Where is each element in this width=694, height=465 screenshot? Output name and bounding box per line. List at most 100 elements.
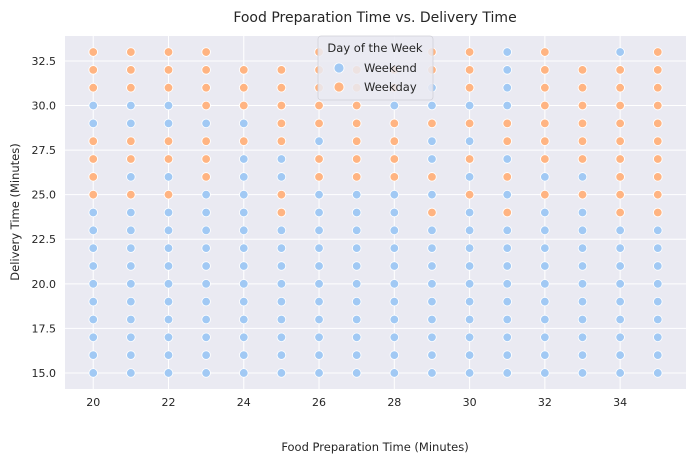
point-weekday	[276, 100, 287, 111]
point-weekend	[126, 332, 136, 342]
point-weekday	[201, 154, 211, 164]
point-weekend	[464, 136, 475, 146]
point-weekend	[427, 154, 437, 164]
point-weekday	[653, 154, 663, 164]
point-weekend	[427, 314, 437, 325]
point-weekend	[239, 225, 249, 236]
point-weekday	[577, 83, 588, 93]
point-weekend	[314, 332, 324, 342]
point-weekend	[427, 350, 437, 360]
point-weekday	[464, 118, 475, 129]
point-weekend	[464, 279, 475, 289]
point-weekend	[389, 332, 400, 342]
point-weekend	[201, 296, 211, 307]
point-weekend	[427, 243, 437, 253]
point-weekday	[653, 172, 663, 182]
point-weekday	[351, 118, 362, 129]
point-weekend	[577, 225, 588, 236]
point-weekend	[502, 261, 512, 271]
tick-labels: 20 22 24 26 28 30 32 34 15.0 17.5 20.0 22.5 25.0 27.5…	[32, 55, 628, 409]
point-weekday	[88, 83, 98, 93]
point-weekday	[88, 154, 98, 164]
point-weekend	[276, 350, 287, 360]
point-weekend	[464, 225, 475, 236]
point-weekend	[389, 314, 400, 325]
point-weekday	[427, 172, 437, 182]
point-weekend	[464, 172, 475, 182]
point-weekend	[163, 314, 174, 325]
point-weekday	[577, 118, 588, 129]
point-weekend	[389, 279, 400, 289]
point-weekend	[464, 207, 475, 218]
point-weekend	[351, 225, 362, 236]
point-weekend	[464, 368, 475, 378]
point-weekend	[653, 314, 663, 325]
point-weekend	[201, 261, 211, 271]
point-weekend	[126, 118, 136, 129]
chart-title: Food Preparation Time vs. Delivery Time	[233, 10, 516, 26]
point-weekend	[201, 368, 211, 378]
y-tick-label: 25.0	[32, 189, 57, 202]
x-tick-label: 22	[162, 396, 176, 409]
point-weekend	[540, 296, 550, 307]
point-weekday	[615, 83, 625, 93]
point-weekend	[314, 207, 324, 218]
point-weekend	[577, 368, 588, 378]
point-weekday	[351, 172, 362, 182]
point-weekend	[201, 332, 211, 342]
point-weekend	[239, 296, 249, 307]
point-weekend	[615, 332, 625, 342]
point-weekend	[427, 368, 437, 378]
y-tick-label: 30.0	[32, 100, 57, 113]
y-tick-label: 20.0	[32, 278, 57, 291]
point-weekend	[314, 368, 324, 378]
point-weekday	[653, 207, 663, 218]
legend-box	[317, 35, 434, 101]
legend-entry-weekday: Weekday	[364, 80, 417, 94]
point-weekday	[314, 118, 324, 129]
point-weekend	[540, 225, 550, 236]
point-weekday	[653, 47, 663, 57]
point-weekday	[464, 154, 475, 164]
point-weekend	[163, 279, 174, 289]
point-weekday	[163, 189, 174, 200]
point-weekend	[88, 279, 98, 289]
y-tick-label: 15.0	[32, 367, 57, 380]
point-weekday	[126, 83, 136, 93]
point-weekend	[389, 368, 400, 378]
point-weekend	[427, 136, 437, 146]
point-weekend	[314, 314, 324, 325]
point-weekend	[88, 207, 98, 218]
point-weekend	[276, 261, 287, 271]
point-weekend	[201, 207, 211, 218]
point-weekend	[502, 243, 512, 253]
point-weekday	[351, 154, 362, 164]
point-weekday	[163, 154, 174, 164]
point-weekend	[276, 154, 287, 164]
point-weekday	[239, 100, 249, 111]
point-weekend	[88, 368, 98, 378]
point-weekday	[239, 83, 249, 93]
point-weekend	[540, 261, 550, 271]
point-weekend	[577, 350, 588, 360]
point-weekend	[276, 332, 287, 342]
point-weekday	[351, 100, 362, 111]
point-weekend	[653, 243, 663, 253]
point-weekend	[88, 296, 98, 307]
point-weekday	[540, 83, 550, 93]
point-weekend	[88, 100, 98, 111]
point-weekend	[540, 172, 550, 182]
point-weekend	[163, 296, 174, 307]
point-weekday	[163, 47, 174, 57]
point-weekday	[201, 136, 211, 146]
point-weekend	[239, 243, 249, 253]
point-weekend	[88, 225, 98, 236]
point-weekend	[276, 279, 287, 289]
point-weekend	[88, 261, 98, 271]
point-weekday	[502, 118, 512, 129]
point-weekend	[201, 350, 211, 360]
point-weekend	[314, 350, 324, 360]
legend-entry-weekend: Weekend	[364, 61, 417, 75]
point-weekend	[239, 314, 249, 325]
point-weekend	[615, 225, 625, 236]
